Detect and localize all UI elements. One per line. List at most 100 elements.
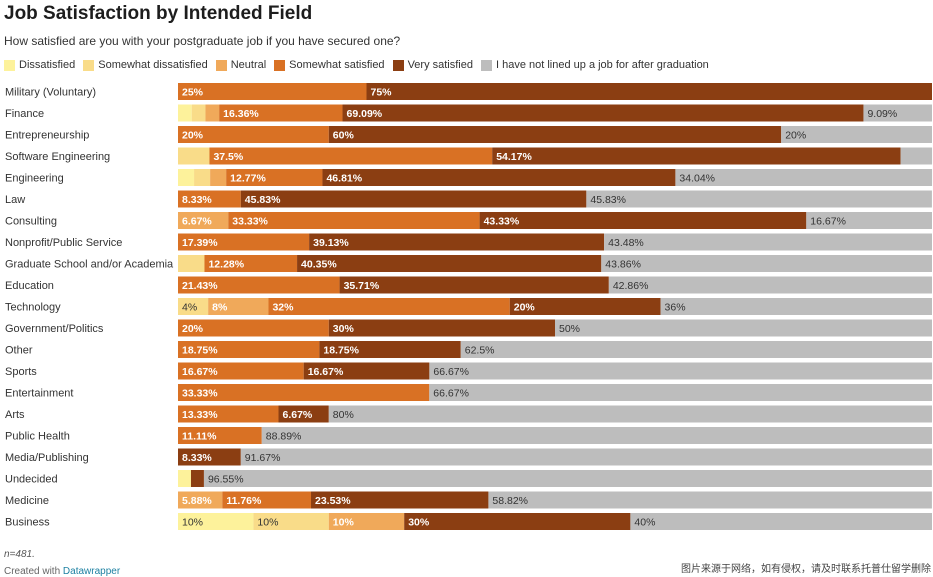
bar-undecided-dissatisfied: [178, 470, 191, 487]
bar-other-i-have-not-lined-up-a-job-for-after-graduation: [460, 341, 932, 358]
data-label-technology-very-satisfied: 20%: [514, 302, 536, 314]
bar-graduate-school-and-or-academia-somewhat-dissatisfied: [178, 255, 205, 272]
bar-engineering-somewhat-dissatisfied: [194, 169, 211, 186]
bar-engineering-i-have-not-lined-up-a-job-for-after-graduation: [675, 169, 933, 186]
data-label-consulting-neutral: 6.67%: [182, 216, 212, 228]
bar-consulting-very-satisfied: [479, 212, 807, 229]
category-label-military-voluntary: Military (Voluntary): [5, 87, 96, 99]
category-label-technology: Technology: [5, 302, 61, 314]
category-label-business: Business: [5, 517, 50, 529]
bar-software-engineering-i-have-not-lined-up-a-job-for-after-graduation: [900, 147, 933, 165]
bar-government-politics-very-satisfied: [328, 319, 555, 337]
bar-technology-i-have-not-lined-up-a-job-for-after-graduation: [660, 298, 932, 315]
sample-size-note: n=481.: [4, 549, 35, 560]
data-label-other-very-satisfied: 18.75%: [323, 345, 359, 357]
category-label-other: Other: [5, 345, 33, 357]
data-label-consulting-i-have-not-lined-up-a-job-for-after-graduation: 16.67%: [810, 216, 846, 228]
bar-government-politics-somewhat-satisfied: [178, 319, 329, 337]
data-label-finance-very-satisfied: 69.09%: [347, 108, 383, 120]
bar-sports-somewhat-satisfied: [178, 362, 304, 380]
data-label-military-voluntary-very-satisfied: 75%: [371, 87, 393, 99]
legend-swatch: [480, 59, 492, 71]
bar-entrepreneurship-very-satisfied: [328, 126, 782, 143]
bar-education-i-have-not-lined-up-a-job-for-after-graduation: [608, 276, 932, 294]
bar-technology-very-satisfied: [509, 298, 661, 315]
data-label-arts-very-satisfied: 6.67%: [283, 409, 313, 421]
bar-engineering-very-satisfied: [322, 169, 676, 186]
data-label-medicine-somewhat-satisfied: 11.76%: [226, 495, 262, 507]
bar-software-engineering-somewhat-dissatisfied: [178, 147, 210, 165]
data-label-law-somewhat-satisfied: 8.33%: [182, 194, 212, 206]
data-label-technology-somewhat-satisfied: 32%: [272, 302, 294, 314]
legend-swatch: [274, 59, 286, 71]
bar-graduate-school-and-or-academia-somewhat-satisfied: [204, 255, 298, 272]
bar-business-i-have-not-lined-up-a-job-for-after-graduation: [630, 513, 932, 530]
data-label-entrepreneurship-somewhat-satisfied: 20%: [182, 130, 204, 142]
credit-prefix: Created with: [4, 566, 61, 577]
bar-consulting-somewhat-satisfied: [228, 212, 480, 229]
bar-law-somewhat-satisfied: [178, 190, 241, 208]
bar-finance-very-satisfied: [342, 104, 864, 122]
data-label-medicine-i-have-not-lined-up-a-job-for-after-graduation: 58.82%: [492, 495, 528, 507]
legend-item-very-satisfied: Very satisfied: [392, 59, 473, 71]
bar-media-publishing-i-have-not-lined-up-a-job-for-after-graduation: [240, 448, 932, 466]
category-label-engineering: Engineering: [5, 173, 64, 185]
bar-public-health-somewhat-satisfied: [178, 427, 262, 444]
data-label-entertainment-somewhat-satisfied: 33.33%: [182, 388, 218, 400]
data-label-technology-neutral: 8%: [212, 302, 228, 314]
bar-finance-dissatisfied: [178, 104, 192, 122]
bar-military-voluntary-very-satisfied: [366, 83, 932, 100]
data-label-engineering-somewhat-satisfied: 12.77%: [230, 173, 266, 185]
data-label-media-publishing-very-satisfied: 8.33%: [182, 452, 212, 464]
bar-engineering-somewhat-satisfied: [226, 169, 323, 186]
legend-label: Neutral: [230, 59, 267, 71]
bar-business-very-satisfied: [404, 513, 631, 530]
category-label-entrepreneurship: Entrepreneurship: [5, 130, 89, 142]
bar-entertainment-i-have-not-lined-up-a-job-for-after-graduation: [429, 384, 932, 401]
data-label-sports-somewhat-satisfied: 16.67%: [182, 366, 218, 378]
bar-education-very-satisfied: [339, 276, 609, 294]
bar-law-i-have-not-lined-up-a-job-for-after-graduation: [586, 190, 932, 208]
category-label-nonprofit-public-service: Nonprofit/Public Service: [5, 237, 122, 249]
data-label-graduate-school-and-or-academia-somewhat-satisfied: 12.28%: [208, 259, 244, 271]
legend-swatch: [392, 59, 404, 71]
data-label-technology-somewhat-dissatisfied: 4%: [182, 302, 197, 314]
bar-technology-neutral: [208, 298, 269, 315]
data-label-nonprofit-public-service-i-have-not-lined-up-a-job-for-after-graduation: 43.48%: [608, 237, 644, 249]
legend-item-dissatisfied: Dissatisfied: [4, 59, 75, 71]
bar-arts-very-satisfied: [278, 405, 329, 423]
data-label-military-voluntary-somewhat-satisfied: 25%: [182, 87, 204, 99]
category-label-education: Education: [5, 280, 54, 292]
data-label-engineering-i-have-not-lined-up-a-job-for-after-graduation: 34.04%: [679, 173, 715, 185]
legend-item-no-job: I have not lined up a job for after grad…: [480, 59, 709, 71]
category-label-medicine: Medicine: [5, 495, 49, 507]
category-label-graduate-school-and-or-academia: Graduate School and/or Academia: [5, 259, 174, 271]
bar-software-engineering-somewhat-satisfied: [209, 147, 493, 165]
data-label-sports-very-satisfied: 16.67%: [308, 366, 344, 378]
category-label-public-health: Public Health: [5, 431, 70, 443]
data-label-business-very-satisfied: 30%: [408, 517, 430, 529]
watermark-text: 图片来源于网络，如有侵权，请及时联系托普仕留学删除: [681, 564, 931, 575]
bar-medicine-somewhat-satisfied: [222, 491, 312, 509]
bar-nonprofit-public-service-very-satisfied: [309, 233, 605, 251]
category-label-law: Law: [5, 194, 25, 206]
legend-label: Somewhat satisfied: [289, 59, 385, 71]
legend-label: Very satisfied: [407, 59, 473, 71]
datawrapper-link[interactable]: Datawrapper: [62, 566, 121, 577]
data-label-business-neutral: 10%: [333, 517, 355, 529]
bar-business-neutral: [328, 513, 405, 530]
data-label-law-i-have-not-lined-up-a-job-for-after-graduation: 45.83%: [590, 194, 626, 206]
bar-technology-somewhat-dissatisfied: [178, 298, 209, 315]
data-label-arts-i-have-not-lined-up-a-job-for-after-graduation: 80%: [333, 409, 354, 421]
bar-arts-somewhat-satisfied: [178, 405, 279, 423]
data-label-medicine-very-satisfied: 23.53%: [315, 495, 351, 507]
bar-finance-somewhat-dissatisfied: [191, 104, 206, 122]
data-label-other-somewhat-satisfied: 18.75%: [182, 345, 218, 357]
bar-military-voluntary-somewhat-satisfied: [178, 83, 367, 100]
data-label-graduate-school-and-or-academia-very-satisfied: 40.35%: [301, 259, 337, 271]
category-label-entertainment: Entertainment: [5, 388, 73, 400]
data-label-consulting-very-satisfied: 43.33%: [484, 216, 520, 228]
category-label-finance: Finance: [5, 108, 44, 120]
bar-nonprofit-public-service-i-have-not-lined-up-a-job-for-after-graduation: [604, 233, 932, 251]
category-label-government-politics: Government/Politics: [5, 323, 104, 335]
